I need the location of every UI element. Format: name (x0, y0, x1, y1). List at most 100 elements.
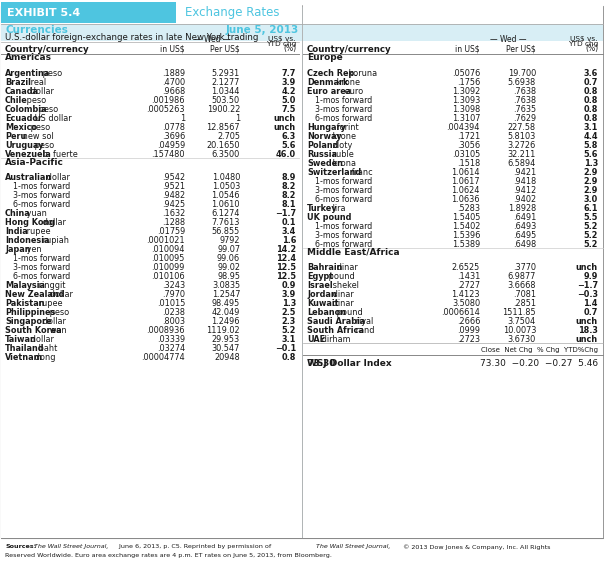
Text: 1511.85: 1511.85 (503, 308, 536, 317)
Text: yuan: yuan (24, 209, 47, 218)
Text: peso: peso (24, 96, 47, 105)
Text: 0.7: 0.7 (583, 78, 598, 87)
Text: unch: unch (576, 263, 598, 272)
Text: 0.8: 0.8 (583, 114, 598, 123)
Text: 7.5: 7.5 (281, 105, 296, 114)
Text: dollar: dollar (28, 335, 54, 344)
Text: 1900.22: 1900.22 (207, 105, 240, 114)
Text: dollar: dollar (40, 218, 65, 227)
Text: 3.5080: 3.5080 (452, 299, 480, 308)
Text: South Africa: South Africa (307, 326, 364, 335)
Text: 8.1: 8.1 (281, 200, 296, 209)
Text: 9.9: 9.9 (583, 272, 598, 281)
Text: 19.700: 19.700 (508, 69, 536, 78)
Text: 5.2931: 5.2931 (212, 69, 240, 78)
Text: The Wall Street Journal,: The Wall Street Journal, (316, 544, 390, 549)
Text: 3.0835: 3.0835 (212, 281, 240, 290)
Text: 3-mos forward: 3-mos forward (13, 263, 70, 272)
Text: 5.6: 5.6 (281, 141, 296, 150)
Text: 6-mos forward: 6-mos forward (315, 114, 372, 123)
Text: Chile: Chile (5, 96, 28, 105)
Text: 6-mos forward: 6-mos forward (315, 195, 372, 204)
Text: 1.5396: 1.5396 (452, 231, 480, 240)
Text: .9418: .9418 (513, 177, 536, 186)
Text: −1.7: −1.7 (275, 209, 296, 218)
Text: .3056: .3056 (457, 141, 480, 150)
Text: Asia-Pacific: Asia-Pacific (5, 158, 64, 167)
Text: dollar: dollar (43, 173, 69, 182)
Text: 20.1650: 20.1650 (207, 141, 240, 150)
Text: peso: peso (47, 308, 69, 317)
Text: 1.0624: 1.0624 (452, 186, 480, 195)
Text: .0008936: .0008936 (147, 326, 185, 335)
Text: 3.6: 3.6 (583, 69, 598, 78)
Text: 12.8567: 12.8567 (207, 123, 240, 132)
Text: 1.0617: 1.0617 (452, 177, 480, 186)
Text: .0005263: .0005263 (147, 105, 185, 114)
Text: 1.0480: 1.0480 (211, 173, 240, 182)
Text: .9402: .9402 (513, 195, 536, 204)
Text: .4700: .4700 (162, 78, 185, 87)
Text: © 2013 Dow Jones & Company, Inc. All Rights: © 2013 Dow Jones & Company, Inc. All Rig… (401, 544, 550, 550)
Text: shekel: shekel (330, 281, 359, 290)
Text: 7.7: 7.7 (281, 69, 296, 78)
Text: 3.9: 3.9 (281, 290, 296, 299)
Text: ruble: ruble (330, 150, 354, 159)
Text: −0.3: −0.3 (577, 290, 598, 299)
Text: lira: lira (330, 204, 345, 213)
Text: UAE: UAE (307, 335, 325, 344)
Text: .1288: .1288 (162, 218, 185, 227)
Text: 1.3: 1.3 (583, 159, 598, 168)
Text: .9482: .9482 (162, 191, 185, 200)
Text: 1.0610: 1.0610 (211, 200, 240, 209)
Text: .010094: .010094 (152, 245, 185, 254)
Text: 1-mos forward: 1-mos forward (13, 254, 70, 263)
Text: .0238: .0238 (162, 308, 185, 317)
Text: .7629: .7629 (513, 114, 536, 123)
Text: 1.5389: 1.5389 (452, 240, 480, 249)
Text: 5.5: 5.5 (583, 213, 598, 222)
Text: 32.211: 32.211 (507, 150, 536, 159)
Text: .03339: .03339 (157, 335, 185, 344)
Text: 56.855: 56.855 (212, 227, 240, 236)
Text: YTD chg: YTD chg (266, 41, 296, 47)
Bar (1, 2, 176, 23)
Text: 1.0503: 1.0503 (212, 182, 240, 191)
Text: .010099: .010099 (152, 263, 185, 272)
Text: Europe: Europe (307, 53, 342, 63)
Text: 1.5402: 1.5402 (452, 222, 480, 231)
Text: 6.3500: 6.3500 (212, 150, 240, 159)
Text: b. fuerte: b. fuerte (40, 150, 77, 159)
Text: −0.1: −0.1 (275, 344, 296, 353)
Text: 12.5: 12.5 (276, 272, 296, 281)
Text: 5.0: 5.0 (281, 96, 296, 105)
Text: .9425: .9425 (162, 200, 185, 209)
Bar (303, 5, 603, 538)
Text: 1.8928: 1.8928 (508, 204, 536, 213)
Text: 0.8: 0.8 (583, 105, 598, 114)
Text: Currencies: Currencies (5, 25, 68, 35)
Text: krone: krone (330, 132, 356, 141)
Text: YTD chg: YTD chg (568, 41, 598, 47)
Text: New Zealand: New Zealand (5, 290, 65, 299)
Text: 6.3: 6.3 (281, 132, 296, 141)
Text: 10.0073: 10.0073 (503, 326, 536, 335)
Text: .1431: .1431 (457, 272, 480, 281)
Text: .05076: .05076 (452, 69, 480, 78)
Text: .6498: .6498 (513, 240, 536, 249)
Bar (1, 24, 603, 41)
Text: rupee: rupee (36, 299, 62, 308)
Text: 2.9: 2.9 (583, 177, 598, 186)
Text: .1756: .1756 (457, 78, 480, 87)
Text: WSJ Dollar Index: WSJ Dollar Index (307, 359, 391, 368)
Text: .2666: .2666 (457, 317, 480, 326)
Text: 1.3092: 1.3092 (452, 87, 480, 96)
Text: .001986: .001986 (152, 96, 185, 105)
Text: 5.8103: 5.8103 (508, 132, 536, 141)
Text: .01015: .01015 (156, 299, 185, 308)
Text: Colombia: Colombia (5, 105, 48, 114)
Text: 1.3: 1.3 (281, 299, 296, 308)
Text: .6493: .6493 (513, 222, 536, 231)
Text: 29.953: 29.953 (212, 335, 240, 344)
Text: 3-mos forward: 3-mos forward (315, 105, 372, 114)
